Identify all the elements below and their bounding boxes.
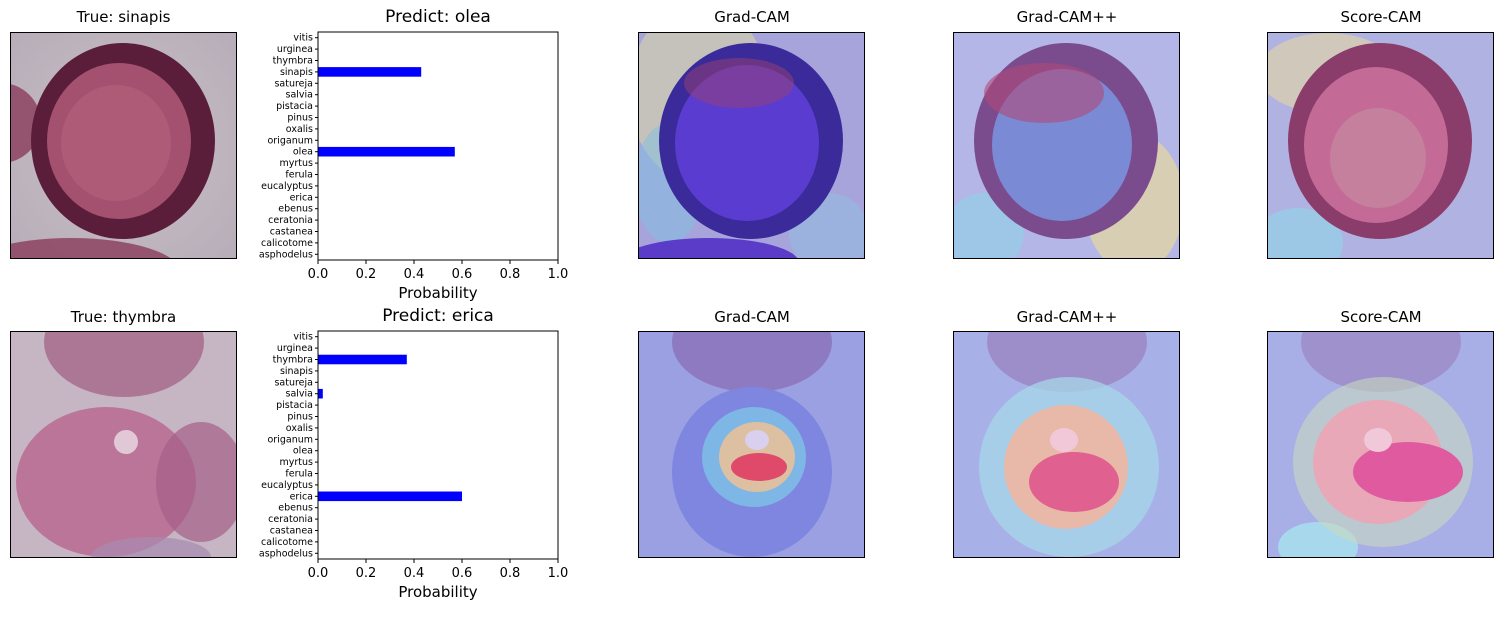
- y-tick-label: pinus: [287, 113, 313, 124]
- y-tick-label: olea: [293, 446, 313, 457]
- x-tick-label: 1.0: [548, 566, 569, 581]
- gradcam-title: Grad-CAM: [714, 308, 790, 326]
- y-tick-label: myrtus: [280, 158, 314, 169]
- y-tick-label: ferula: [285, 170, 313, 181]
- x-tick-label: 0.2: [356, 566, 377, 581]
- y-tick-label: vitis: [293, 332, 313, 343]
- y-tick-label: thymbra: [273, 355, 313, 366]
- y-tick-label: erica: [290, 192, 313, 203]
- scorecam-heatmap: [1267, 32, 1494, 259]
- y-tick-label: oxalis: [286, 124, 313, 135]
- y-tick-label: eucalyptus: [261, 181, 313, 192]
- y-tick-label: castanea: [270, 227, 313, 238]
- gradcam-plus-plus-heatmap: [953, 32, 1180, 259]
- true-label-title: True: sinapis: [76, 8, 171, 26]
- axes-frame: [317, 31, 559, 261]
- scorecam-heatmap: [1267, 331, 1494, 558]
- y-tick-label: ceratonia: [268, 514, 313, 525]
- x-tick-label: 0.8: [500, 267, 521, 282]
- y-tick-label: salvia: [286, 90, 314, 101]
- y-tick-label: thymbra: [273, 56, 313, 67]
- bar-erica: [318, 491, 462, 502]
- y-tick-label: satureja: [274, 78, 313, 89]
- prediction-title: Predict: erica: [382, 306, 494, 326]
- x-tick-label: 0.4: [404, 566, 425, 581]
- y-tick-label: vitis: [293, 33, 313, 44]
- x-tick-label: 1.0: [548, 267, 569, 282]
- axes-frame: [317, 330, 559, 560]
- probability-bar-chart: vitisurgineathymbrasinapissaturejasalvia…: [259, 31, 569, 302]
- y-tick-label: myrtus: [280, 457, 314, 468]
- y-tick-label: oxalis: [286, 423, 313, 434]
- y-tick-label: ceratonia: [268, 215, 313, 226]
- y-tick-label: sinapis: [280, 67, 313, 78]
- pollen-image-thymbra: [10, 331, 237, 558]
- bar-sinapis: [318, 67, 422, 77]
- y-tick-label: pistacia: [276, 400, 313, 411]
- y-tick-label: pistacia: [276, 101, 313, 112]
- y-tick-label: sinapis: [280, 366, 313, 377]
- y-tick-label: ebenus: [278, 204, 313, 215]
- y-tick-label: castanea: [270, 526, 313, 537]
- x-axis-label: Probability: [398, 284, 477, 302]
- gradcam-plus-plus-title: Grad-CAM++: [1016, 8, 1118, 26]
- gradcam-heatmap: [638, 331, 865, 558]
- bar-salvia: [318, 388, 323, 399]
- pollen-image-sinapis: [10, 32, 237, 259]
- y-tick-label: urginea: [277, 343, 313, 354]
- y-tick-label: eucalyptus: [261, 480, 313, 491]
- gradcam-plus-plus-title: Grad-CAM++: [1016, 308, 1118, 326]
- y-tick-label: ebenus: [278, 503, 313, 514]
- y-tick-label: ferula: [285, 469, 313, 480]
- prediction-title: Predict: olea: [385, 7, 491, 27]
- y-tick-label: olea: [293, 147, 313, 158]
- y-tick-label: calicotome: [261, 537, 313, 548]
- scorecam-title: Score-CAM: [1340, 308, 1422, 326]
- y-tick-label: urginea: [277, 44, 313, 55]
- scorecam-title: Score-CAM: [1340, 8, 1422, 26]
- x-tick-label: 0.6: [452, 267, 473, 282]
- x-tick-label: 0.4: [404, 267, 425, 282]
- gradcam-heatmap: [638, 32, 865, 259]
- x-tick-label: 0.0: [308, 267, 329, 282]
- y-tick-label: origanum: [267, 135, 313, 146]
- y-tick-label: asphodelus: [259, 249, 313, 260]
- x-tick-label: 0.6: [452, 566, 473, 581]
- x-axis-label: Probability: [398, 583, 477, 601]
- true-label-title: True: thymbra: [70, 308, 177, 326]
- x-tick-label: 0.2: [356, 267, 377, 282]
- x-tick-label: 0.0: [308, 566, 329, 581]
- y-tick-label: pinus: [287, 412, 313, 423]
- probability-bar-chart: vitisurgineathymbrasinapissaturejasalvia…: [259, 330, 569, 601]
- y-tick-label: origanum: [267, 434, 313, 445]
- gradcam-title: Grad-CAM: [714, 8, 790, 26]
- bar-thymbra: [318, 354, 407, 365]
- x-tick-label: 0.8: [500, 566, 521, 581]
- y-tick-label: salvia: [286, 389, 314, 400]
- y-tick-label: erica: [290, 491, 313, 502]
- y-tick-label: satureja: [274, 377, 313, 388]
- gradcam-plus-plus-heatmap: [953, 331, 1180, 558]
- bar-olea: [318, 146, 455, 157]
- y-tick-label: asphodelus: [259, 548, 313, 559]
- y-tick-label: calicotome: [261, 238, 313, 249]
